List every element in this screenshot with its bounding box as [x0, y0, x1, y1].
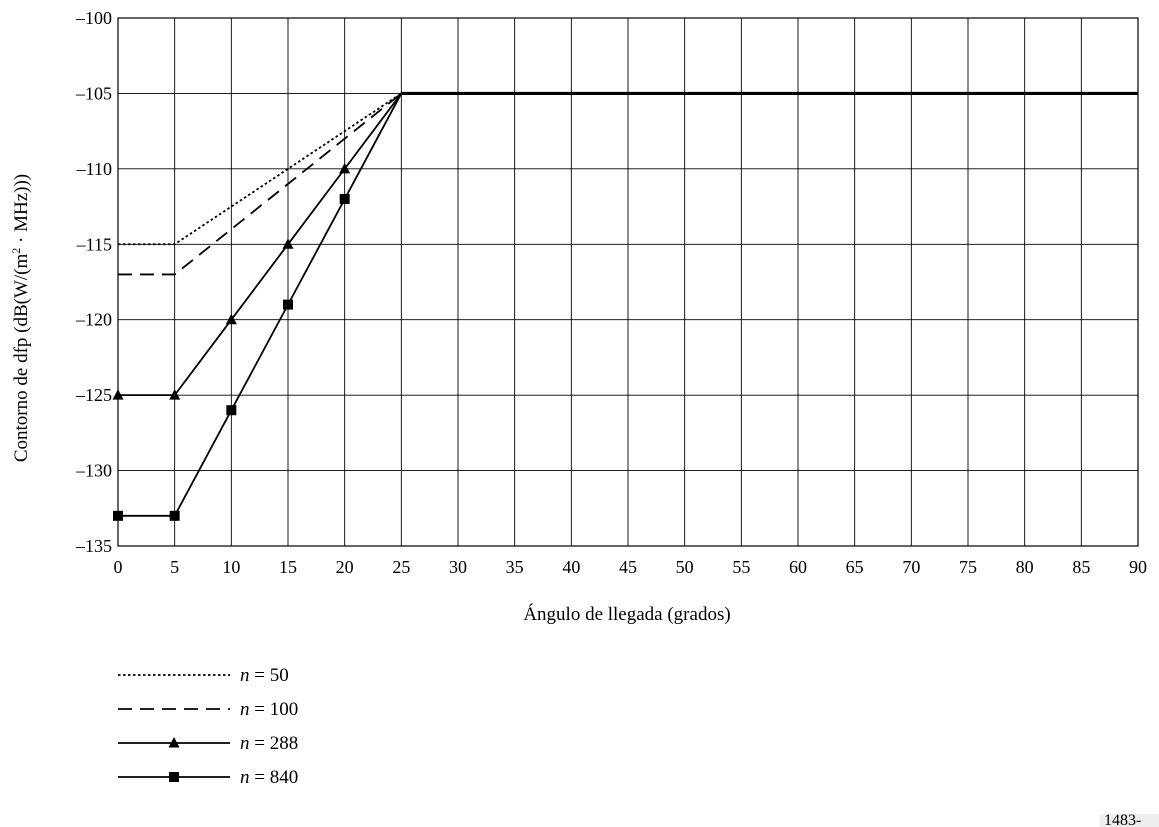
data-point-marker	[225, 313, 237, 325]
grid	[117, 17, 1139, 547]
y-tick-label: –120	[75, 310, 112, 330]
y-tick-label: –115	[76, 234, 112, 254]
data-point-marker	[226, 405, 237, 416]
data-point-marker	[169, 389, 181, 400]
x-tick-labels: 0 5 10 15 20 25 30 35 40 45 50 55 60 65 70 75 80 85 90	[114, 557, 1148, 577]
y-tick-label: –125	[75, 385, 112, 405]
x-tick-label: 20	[336, 557, 354, 577]
legend-marker	[168, 737, 180, 748]
x-tick-label: 15	[279, 557, 297, 577]
legend-label: n = 50	[240, 665, 289, 686]
y-tick-label: –135	[75, 536, 112, 556]
data-point-marker	[282, 238, 294, 249]
legend-label-value: = 288	[250, 733, 299, 754]
series-markers	[112, 162, 351, 521]
x-tick-label: 35	[506, 557, 524, 577]
legend-label-var: n	[240, 665, 250, 686]
y-tick-labels: –135 –130 –125 –120 –115 –110 –105 –100	[75, 8, 112, 556]
legend-label-var: n	[240, 699, 250, 720]
y-tick-label: –100	[75, 8, 112, 28]
legend-label-value: = 840	[250, 767, 299, 788]
legend-marker	[169, 772, 179, 782]
x-axis-title: Ángulo de llegada (grados)	[523, 603, 730, 625]
data-point-marker	[283, 299, 293, 310]
figure-id: 1483-01	[1100, 814, 1159, 827]
x-tick-label: 30	[449, 557, 467, 577]
y-tick-label: –130	[75, 461, 112, 481]
y-tick-label: –110	[76, 159, 112, 179]
x-tick-label: 50	[676, 557, 694, 577]
x-tick-label: 60	[789, 557, 807, 577]
legend-label: n = 840	[240, 767, 298, 788]
y-axis-title-tail: · MHz)))	[11, 174, 32, 248]
legend-label-var: n	[240, 733, 250, 754]
x-tick-label: 40	[562, 557, 580, 577]
y-axis-title: Contorno de dfp (dB(W/(m2 · MHz)))	[9, 174, 32, 462]
x-tick-label: 65	[846, 557, 864, 577]
data-point-marker	[169, 510, 180, 521]
data-point-marker	[339, 194, 350, 205]
x-tick-label: 85	[1072, 557, 1090, 577]
x-tick-label: 10	[222, 557, 240, 577]
x-tick-label: 75	[959, 557, 977, 577]
legend-label-value: = 100	[250, 699, 299, 720]
x-tick-label: 70	[902, 557, 920, 577]
legend-label: n = 100	[240, 699, 298, 720]
data-point-marker	[339, 162, 351, 174]
x-tick-label: 90	[1129, 557, 1147, 577]
y-axis-title-main: Contorno de dfp (dB(W/(m	[11, 253, 32, 462]
x-tick-label: 25	[392, 557, 410, 577]
x-tick-label: 80	[1016, 557, 1034, 577]
plot-frame	[117, 17, 1139, 547]
legend-label: n = 288	[240, 733, 298, 754]
x-tick-label: 5	[170, 557, 179, 577]
data-point-marker	[112, 389, 124, 400]
legend-label-value: = 50	[250, 665, 289, 686]
x-tick-label: 45	[619, 557, 637, 577]
legend-label-var: n	[240, 767, 250, 788]
y-axis-title-superscript: 2	[9, 248, 23, 254]
y-tick-label: –105	[75, 83, 112, 103]
data-point-marker	[113, 510, 123, 521]
x-tick-label: 55	[732, 557, 750, 577]
x-tick-label: 0	[114, 557, 123, 577]
